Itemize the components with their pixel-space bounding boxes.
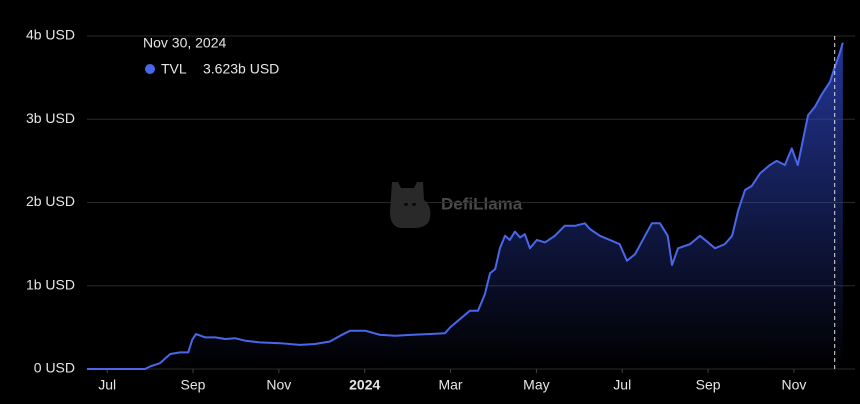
x-tick-label: Mar xyxy=(438,377,462,393)
x-tick-label: Jul xyxy=(613,377,631,393)
x-tick-label: Sep xyxy=(181,377,206,393)
y-tick-label: 0 USD xyxy=(34,360,75,376)
watermark: DefiLlama xyxy=(441,194,523,213)
x-tick-label: Nov xyxy=(781,377,806,393)
x-tick-label: Nov xyxy=(266,377,291,393)
tooltip-value: 3.623b USD xyxy=(203,61,279,77)
x-tick-label: Jul xyxy=(98,377,116,393)
y-tick-label: 1b USD xyxy=(26,276,75,292)
legend-label: TVL xyxy=(161,61,187,77)
x-tick-label: 2024 xyxy=(349,377,380,393)
legend-dot xyxy=(145,64,155,74)
y-tick-label: 4b USD xyxy=(26,27,75,43)
y-tick-label: 2b USD xyxy=(26,193,75,209)
x-tick-label: May xyxy=(523,377,549,393)
tooltip-title: Nov 30, 2024 xyxy=(143,35,226,51)
area xyxy=(87,42,843,369)
y-tick-label: 3b USD xyxy=(26,110,75,126)
line xyxy=(87,42,844,370)
x-tick-label: Sep xyxy=(696,377,721,393)
